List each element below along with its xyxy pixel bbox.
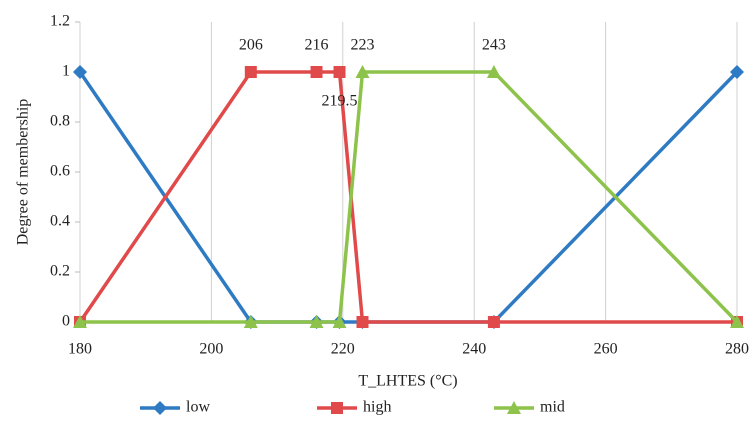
data-point [73,315,87,328]
data-point [355,65,370,78]
series-line [78,70,737,324]
x-tick-label: 260 [594,341,618,358]
x-tick-label: 280 [725,341,749,358]
data-point [332,315,347,328]
legend-label: low [186,399,210,416]
legend-marker [507,401,521,414]
data-point [243,315,258,328]
data-point [487,316,500,328]
legend-marker [331,402,343,414]
y-tick-label: 0.6 [50,163,70,180]
legend-label: high [363,399,391,416]
y-tick-label: 0.8 [50,113,70,130]
x-tick-label: 200 [199,341,223,358]
x-axis-label: T_LHTES (°C) [358,373,457,390]
annotation: 243 [482,37,506,54]
legend-marker [153,401,167,415]
data-point [356,316,369,328]
x-tick-label: 180 [68,341,92,358]
annotation: 223 [351,37,375,54]
y-axis-label: Degree of membership [15,99,32,246]
annotation: 206 [239,37,263,54]
data-point [333,66,346,78]
data-point [730,315,744,328]
annotation: 219.5 [322,93,358,110]
series-line [78,70,739,324]
x-tick-label: 240 [462,341,486,358]
y-tick-label: 1.2 [50,13,70,30]
x-tick-label: 220 [331,341,355,358]
series-line [80,70,739,324]
data-point [244,66,257,78]
annotation: 216 [305,37,329,54]
data-point [309,315,324,328]
data-point [73,65,87,79]
data-point [310,66,323,78]
y-tick-label: 0.2 [50,263,70,280]
y-tick-label: 1 [62,63,70,80]
data-point [730,65,744,79]
data-point [486,65,501,78]
y-tick-label: 0 [62,313,70,330]
legend-label: mid [540,399,565,416]
y-tick-label: 0.4 [50,213,70,230]
